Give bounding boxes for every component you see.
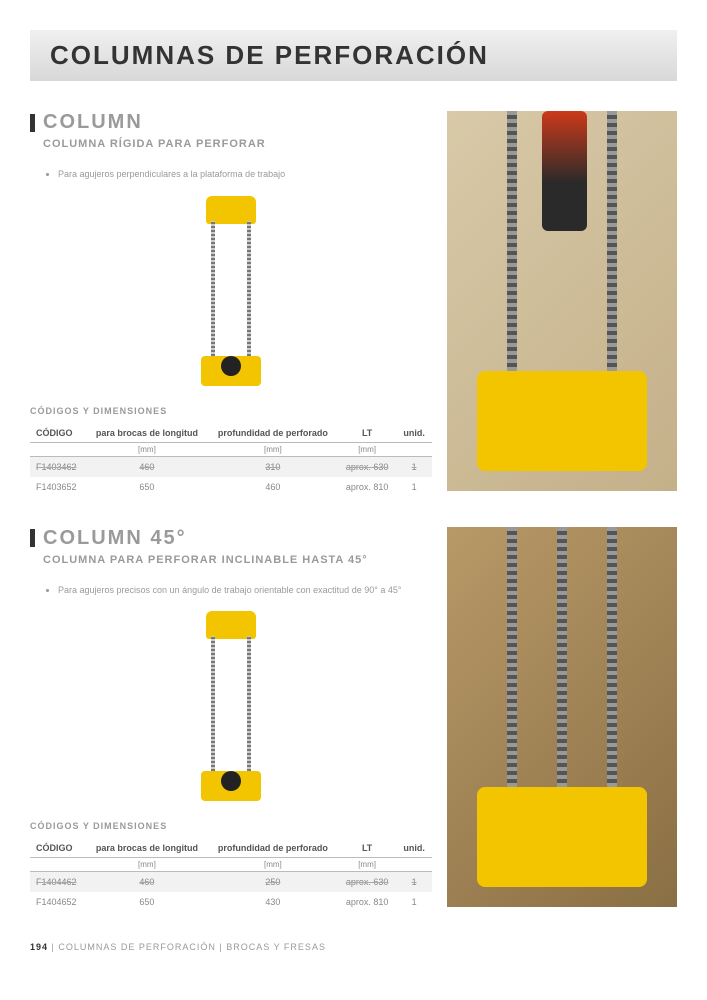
table-unit-row: [mm] [mm] [mm] — [30, 442, 432, 456]
unit-cell — [30, 442, 86, 456]
cell: F1404652 — [30, 892, 86, 912]
cell: 430 — [208, 892, 338, 912]
table-row: F1403462 460 310 aprox. 630 1 — [30, 456, 432, 477]
drill-column-icon — [196, 196, 266, 386]
unit-cell — [396, 858, 432, 872]
title-marker — [30, 529, 35, 547]
cell: 1 — [396, 477, 432, 497]
page-title: COLUMNAS DE PERFORACIÓN — [50, 40, 657, 71]
product-section-1: COLUMN COLUMNA RÍGIDA PARA PERFORAR Para… — [30, 111, 677, 497]
drill-column-icon — [196, 611, 266, 801]
col-header: profundidad de perforado — [208, 424, 338, 443]
product-image — [30, 611, 432, 801]
col-header: CÓDIGO — [30, 839, 86, 858]
product-info: COLUMN COLUMNA RÍGIDA PARA PERFORAR Para… — [30, 111, 432, 497]
product-title-row: COLUMN 45° — [30, 527, 432, 550]
dimensions-table: CÓDIGO para brocas de longitud profundid… — [30, 424, 432, 497]
product-photo — [447, 111, 677, 491]
feature-list: Para agujeros precisos con un ángulo de … — [58, 584, 432, 597]
product-info: COLUMN 45° COLUMNA PARA PERFORAR INCLINA… — [30, 527, 432, 913]
feature-item: Para agujeros precisos con un ángulo de … — [58, 584, 432, 597]
unit-cell — [30, 858, 86, 872]
footer-category: COLUMNAS DE PERFORACIÓN — [58, 942, 216, 952]
title-marker — [30, 114, 35, 132]
product-subtitle: COLUMNA RÍGIDA PARA PERFORAR — [43, 138, 432, 150]
unit-cell: [mm] — [86, 442, 208, 456]
product-subtitle: COLUMNA PARA PERFORAR INCLINABLE HASTA 4… — [43, 554, 432, 566]
cell: 1 — [396, 456, 432, 477]
catalog-page: COLUMNAS DE PERFORACIÓN COLUMN COLUMNA R… — [0, 0, 707, 962]
cell: 1 — [396, 872, 432, 893]
table-unit-row: [mm] [mm] [mm] — [30, 858, 432, 872]
dimensions-table: CÓDIGO para brocas de longitud profundid… — [30, 839, 432, 912]
table-row: F1404462 460 250 aprox. 630 1 — [30, 872, 432, 893]
col-header: para brocas de longitud — [86, 839, 208, 858]
cell: 460 — [86, 456, 208, 477]
cell: 650 — [86, 477, 208, 497]
unit-cell: [mm] — [338, 442, 396, 456]
cell: aprox. 630 — [338, 456, 396, 477]
cell: F1403652 — [30, 477, 86, 497]
page-footer: 194 | COLUMNAS DE PERFORACIÓN | BROCAS Y… — [30, 942, 677, 952]
table-row: F1404652 650 430 aprox. 810 1 — [30, 892, 432, 912]
cell: 1 — [396, 892, 432, 912]
cell: aprox. 810 — [338, 892, 396, 912]
unit-cell — [396, 442, 432, 456]
unit-cell: [mm] — [208, 858, 338, 872]
unit-cell: [mm] — [338, 858, 396, 872]
usage-photo-2 — [447, 527, 677, 907]
page-number: 194 — [30, 942, 48, 952]
unit-cell: [mm] — [208, 442, 338, 456]
product-name: COLUMN 45° — [43, 527, 187, 550]
cell: F1404462 — [30, 872, 86, 893]
feature-list: Para agujeros perpendiculares a la plata… — [58, 168, 432, 181]
col-header: para brocas de longitud — [86, 424, 208, 443]
col-header: LT — [338, 839, 396, 858]
cell: F1403462 — [30, 456, 86, 477]
col-header: CÓDIGO — [30, 424, 86, 443]
cell: 250 — [208, 872, 338, 893]
table-row: F1403652 650 460 aprox. 810 1 — [30, 477, 432, 497]
product-image — [30, 196, 432, 386]
table-header-row: CÓDIGO para brocas de longitud profundid… — [30, 839, 432, 858]
col-header: profundidad de perforado — [208, 839, 338, 858]
product-section-2: COLUMN 45° COLUMNA PARA PERFORAR INCLINA… — [30, 527, 677, 913]
cell: 460 — [86, 872, 208, 893]
cell: aprox. 810 — [338, 477, 396, 497]
table-caption: CÓDIGOS Y DIMENSIONES — [30, 406, 432, 416]
col-header: unid. — [396, 839, 432, 858]
table-caption: CÓDIGOS Y DIMENSIONES — [30, 821, 432, 831]
cell: 650 — [86, 892, 208, 912]
page-title-bar: COLUMNAS DE PERFORACIÓN — [30, 30, 677, 81]
col-header: LT — [338, 424, 396, 443]
cell: 460 — [208, 477, 338, 497]
cell: 310 — [208, 456, 338, 477]
table-header-row: CÓDIGO para brocas de longitud profundid… — [30, 424, 432, 443]
product-name: COLUMN — [43, 111, 143, 134]
product-title-row: COLUMN — [30, 111, 432, 134]
col-header: unid. — [396, 424, 432, 443]
cell: aprox. 630 — [338, 872, 396, 893]
feature-item: Para agujeros perpendiculares a la plata… — [58, 168, 432, 181]
footer-category: BROCAS Y FRESAS — [226, 942, 326, 952]
product-photo — [447, 527, 677, 907]
usage-photo-1 — [447, 111, 677, 491]
unit-cell: [mm] — [86, 858, 208, 872]
